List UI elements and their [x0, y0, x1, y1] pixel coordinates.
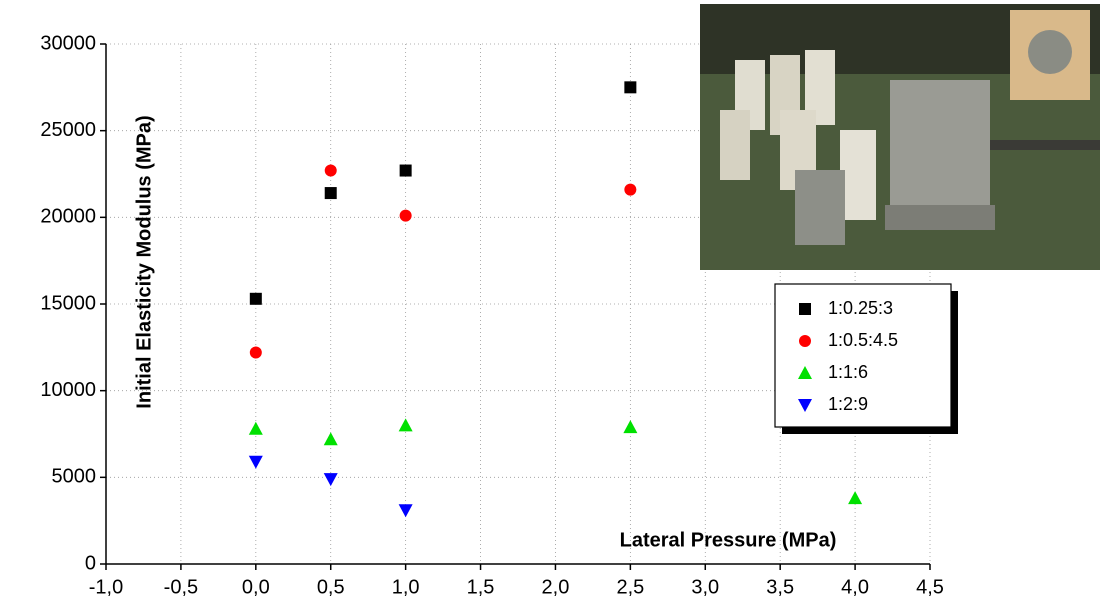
- marker: [848, 491, 863, 505]
- marker: [399, 164, 412, 177]
- x-tick-label: 0,0: [242, 576, 270, 598]
- marker: [323, 432, 338, 446]
- y-tick-label: 15000: [40, 292, 96, 314]
- x-tick-label: 1,0: [392, 576, 420, 598]
- marker: [624, 81, 637, 94]
- legend-label: 1:0.25:3: [828, 298, 893, 318]
- legend-label: 1:1:6: [828, 362, 868, 382]
- marker: [248, 421, 263, 435]
- photo: [700, 4, 1100, 270]
- y-axis-label: Initial Elasticity Modulus (MPa): [133, 115, 155, 408]
- x-tick-label: 3,5: [766, 576, 794, 598]
- marker: [624, 183, 637, 196]
- marker: [799, 335, 811, 347]
- y-tick-label: 0: [85, 552, 96, 574]
- y-tick-label: 5000: [52, 466, 97, 488]
- marker: [799, 303, 811, 315]
- marker: [248, 455, 263, 469]
- y-tick-label: 25000: [40, 119, 96, 141]
- x-axis-label: Lateral Pressure (MPa): [620, 529, 837, 551]
- x-tick-label: -1,0: [89, 576, 123, 598]
- marker: [249, 346, 262, 359]
- marker: [399, 209, 412, 222]
- x-tick-label: 3,0: [691, 576, 719, 598]
- x-tick-label: 2,5: [616, 576, 644, 598]
- marker: [798, 366, 812, 379]
- legend-label: 1:0.5:4.5: [828, 330, 898, 350]
- x-tick-label: 0,5: [317, 576, 345, 598]
- y-tick-label: 20000: [40, 206, 96, 228]
- marker: [623, 420, 638, 434]
- x-tick-label: 1,5: [467, 576, 495, 598]
- marker: [324, 164, 337, 177]
- marker: [398, 504, 413, 518]
- marker: [323, 473, 338, 487]
- marker: [249, 292, 262, 305]
- marker: [324, 187, 337, 200]
- legend-label: 1:2:9: [828, 394, 868, 414]
- x-tick-label: 4,0: [841, 576, 869, 598]
- x-tick-label: 4,5: [916, 576, 944, 598]
- marker: [798, 399, 812, 412]
- marker: [398, 418, 413, 432]
- x-tick-label: 2,0: [542, 576, 570, 598]
- y-tick-label: 10000: [40, 379, 96, 401]
- x-tick-label: -0,5: [164, 576, 198, 598]
- y-tick-label: 30000: [40, 32, 96, 54]
